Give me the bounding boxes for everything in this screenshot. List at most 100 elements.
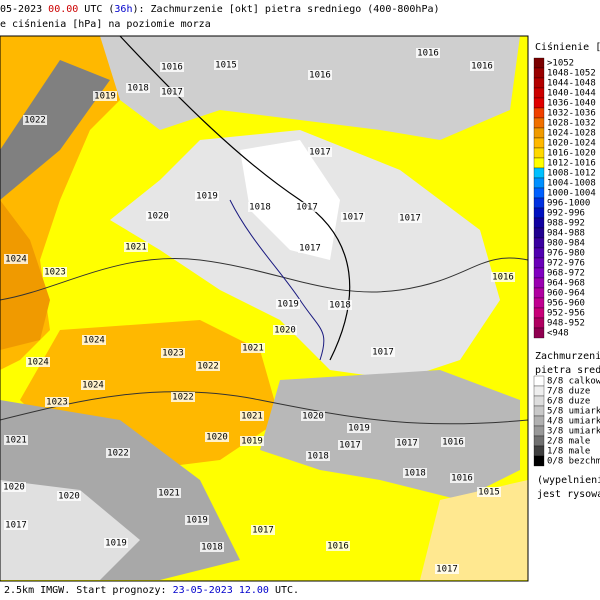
isobar-label: 1017 (299, 244, 321, 254)
isobar-label: 1017 (5, 521, 27, 531)
isobar-label-bg (4, 435, 28, 445)
legend-swatch (533, 327, 545, 339)
isobar-label-bg (171, 392, 195, 402)
isobar-label: 1024 (5, 255, 27, 265)
legend-swatch (533, 77, 545, 89)
legend-label: 960-964 (547, 289, 585, 299)
isobar-label: 1016 (417, 49, 439, 59)
legend-swatch (533, 317, 545, 329)
isobar-label: 1018 (404, 469, 426, 479)
isobar-label-bg (308, 70, 332, 80)
isobar-label-bg (195, 191, 219, 201)
legend-swatch (533, 415, 545, 427)
legend-label: 1044-1048 (547, 79, 596, 89)
isobar-label: 1019 (94, 92, 116, 102)
isobar-label: 1017 (399, 214, 421, 224)
river (229, 199, 325, 361)
isobar-label: 1019 (241, 437, 263, 447)
legend-label: 6/8 duze (547, 397, 590, 407)
isobar-label: 1015 (478, 488, 500, 498)
legend-label: 976-980 (547, 249, 585, 259)
legend-swatch (533, 267, 545, 279)
legend-swatch (533, 87, 545, 99)
isobar-label: 1016 (471, 62, 493, 72)
legend-label: 1/8 male (547, 447, 590, 457)
cloud-area (0, 480, 140, 580)
text-segment: UTC ( (78, 4, 114, 15)
legend-swatch (533, 117, 545, 129)
isobar-label-bg (301, 411, 325, 421)
isobar-label-bg (441, 437, 465, 447)
header-line-2: e ciśnienia [hPa] na poziomie morza (0, 18, 211, 30)
cloud-area (100, 36, 520, 140)
isobar-label-bg (398, 213, 422, 223)
legend-swatch (533, 67, 545, 79)
legend-swatch (533, 297, 545, 309)
isobar-label-bg (298, 243, 322, 253)
legend-label: <948 (547, 329, 569, 339)
legend-label: 4/8 umiarkowane (547, 417, 600, 427)
isobar-label: 1021 (125, 243, 147, 253)
isobar-label: 1023 (46, 398, 68, 408)
legend-swatch (533, 385, 545, 397)
text-segment: UTC. (269, 585, 299, 596)
isobar-label-bg (43, 267, 67, 277)
isobar-label: 1016 (492, 273, 514, 283)
isobar-label-bg (347, 423, 371, 433)
isobar-label-bg (328, 300, 352, 310)
isobar-label: 1017 (309, 148, 331, 158)
isobar-label-bg (341, 212, 365, 222)
isobar-label: 1015 (215, 61, 237, 71)
isobar-label-bg (306, 451, 330, 461)
isobar-label: 1017 (436, 565, 458, 575)
isobar-label: 1021 (241, 412, 263, 422)
isobar-label: 1020 (302, 412, 324, 422)
isobar-label: 1016 (442, 438, 464, 448)
legend-label: 956-960 (547, 299, 585, 309)
isobar-label: 1018 (201, 543, 223, 553)
map-frame (0, 35, 529, 582)
isobar-label-bg (200, 542, 224, 552)
isobar-label-bg (160, 62, 184, 72)
isobar-label-bg (416, 48, 440, 58)
isobar-label: 1022 (107, 449, 129, 459)
isobar-label: 1020 (274, 326, 296, 336)
legend-label: 948-952 (547, 319, 585, 329)
isobar-label-bg (160, 87, 184, 97)
isobar-label: 1019 (277, 300, 299, 310)
isobar-label-bg (185, 515, 209, 525)
legend-label: 968-972 (547, 269, 585, 279)
isobar-label: 1018 (249, 203, 271, 213)
legend-label: 1032-1036 (547, 109, 596, 119)
isobar-label-bg (93, 91, 117, 101)
legend-swatch (533, 227, 545, 239)
isobar-label: 1020 (3, 483, 25, 493)
isobar-label: 1019 (186, 516, 208, 526)
isobar-label: 1016 (327, 542, 349, 552)
legend-label: 980-984 (547, 239, 585, 249)
isobar-label: 1017 (339, 441, 361, 451)
legend-label: 1036-1040 (547, 99, 596, 109)
isobar-label-bg (240, 436, 264, 446)
legend-label: 1040-1044 (547, 89, 596, 99)
legend-swatch (533, 287, 545, 299)
isobar-label-bg (57, 491, 81, 501)
legend-label: 952-956 (547, 309, 585, 319)
isobar-labels: 1016 1015 1016 1016 1016 1019 1018 1017 1022 1017… (2, 48, 515, 575)
legend-label: 1020-1024 (547, 139, 596, 149)
legend-label: 3/8 umiarkowane (547, 427, 600, 437)
legend-label: 1008-1012 (547, 169, 596, 179)
legend-label: 2/8 male (547, 437, 590, 447)
legend-label: 8/8 calkowite (547, 377, 600, 387)
isobar-label: 1016 (451, 474, 473, 484)
legend-swatch (533, 217, 545, 229)
isobar-label: 1017 (161, 88, 183, 98)
isobar-label-bg (126, 83, 150, 93)
legend-swatch (533, 157, 545, 169)
legend-label: 1024-1028 (547, 129, 596, 139)
isobar-label-bg (338, 440, 362, 450)
isobar-label: 1017 (342, 213, 364, 223)
isobar-label-bg (326, 541, 350, 551)
legend-swatch (533, 187, 545, 199)
